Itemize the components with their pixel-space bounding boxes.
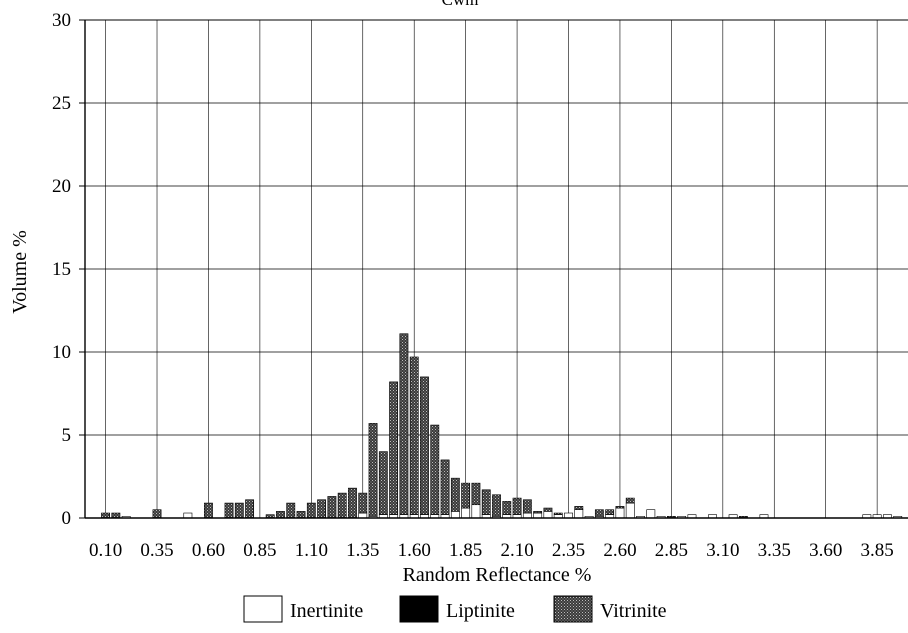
- bar-vitrinite: [348, 487, 357, 519]
- x-tick-label: 1.35: [346, 540, 379, 561]
- bar-vitrinite: [111, 512, 121, 519]
- chart-title: Cwm: [442, 0, 479, 9]
- bar-inertinite: [450, 511, 460, 519]
- legend-label-inertinite: Inertinite: [290, 600, 363, 622]
- y-tick-label: 30: [52, 10, 71, 31]
- bar-vitrinite: [152, 509, 162, 519]
- bar-vitrinite: [553, 512, 563, 515]
- bar-vitrinite: [481, 489, 491, 515]
- bar-vitrinite: [234, 502, 244, 519]
- bar-vitrinite: [502, 501, 512, 515]
- x-tick-label: 3.85: [861, 540, 894, 561]
- bar-vitrinite: [522, 499, 532, 514]
- bar-vitrinite: [615, 506, 625, 509]
- y-tick-label: 5: [62, 425, 72, 446]
- bar-vitrinite: [461, 482, 471, 509]
- x-tick-label: 3.10: [706, 540, 739, 561]
- bar-inertinite: [625, 502, 635, 519]
- bar-inertinite: [358, 512, 368, 519]
- legend-swatch-liptinite: [399, 595, 439, 623]
- bar-vitrinite: [512, 497, 522, 515]
- legend-label-vitrinite: Vitrinite: [600, 600, 667, 622]
- x-tick-label: 2.35: [552, 540, 585, 561]
- bar-vitrinite: [286, 502, 296, 519]
- legend-swatch-inertinite: [243, 595, 283, 623]
- bar-vitrinite: [440, 459, 450, 515]
- x-tick-label: 1.10: [295, 540, 328, 561]
- bar-vitrinite: [399, 333, 409, 515]
- bar-vitrinite: [296, 511, 306, 519]
- x-tick-labels: 0.10 0.35 0.60 0.85 1.10 1.35 1.60 1.85 2.10 2.35…: [89, 540, 894, 561]
- x-axis-label: Random Reflectance %: [403, 564, 592, 586]
- bar-vitrinite: [430, 424, 440, 515]
- bar-vitrinite: [543, 507, 553, 512]
- y-tick-labels: 0 5 10 15 20 25 30: [52, 10, 71, 529]
- bar-vitrinite: [625, 497, 635, 504]
- bar-vitrinite: [420, 376, 429, 515]
- bar-vitrinite: [306, 502, 316, 519]
- bar-inertinite: [461, 507, 471, 519]
- bars-group: [101, 333, 903, 519]
- y-tick-label: 20: [52, 176, 71, 197]
- bar-vitrinite: [409, 356, 419, 515]
- y-tick-label: 10: [52, 342, 71, 363]
- y-tick-label: 0: [62, 508, 72, 529]
- bar-vitrinite: [276, 511, 285, 519]
- bar-vitrinite: [337, 492, 347, 519]
- bar-vitrinite: [358, 492, 368, 514]
- bar-inertinite: [564, 512, 573, 519]
- x-tick-label: 0.35: [140, 540, 173, 561]
- x-tick-label: 0.85: [243, 540, 276, 561]
- x-tick-label: 0.10: [89, 540, 122, 561]
- x-tick-label: 3.60: [809, 540, 842, 561]
- bar-vitrinite: [533, 511, 543, 514]
- bar-vitrinite: [594, 509, 604, 517]
- y-tick-label: 25: [52, 93, 71, 114]
- y-axis-label: Volume %: [9, 230, 31, 314]
- bar-vitrinite: [605, 509, 615, 515]
- bar-vitrinite: [378, 451, 388, 515]
- x-tick-label: 0.60: [192, 540, 225, 561]
- bar-inertinite: [543, 511, 553, 519]
- bar-vitrinite: [101, 512, 110, 519]
- x-tick-label: 2.10: [500, 540, 533, 561]
- bar-vitrinite: [317, 499, 327, 519]
- x-tick-label: 2.60: [603, 540, 636, 561]
- bar-inertinite: [183, 512, 193, 519]
- bar-inertinite: [615, 507, 625, 519]
- x-tick-label: 3.35: [758, 540, 791, 561]
- bar-inertinite: [574, 509, 584, 519]
- bar-inertinite: [533, 512, 543, 519]
- bar-vitrinite: [471, 482, 481, 506]
- x-tick-label: 1.60: [398, 540, 431, 561]
- y-tick-label: 15: [52, 259, 71, 280]
- x-tick-label: 1.85: [449, 540, 482, 561]
- bar-vitrinite: [492, 494, 501, 517]
- x-tick-label: 2.85: [655, 540, 688, 561]
- bar-inertinite: [646, 509, 656, 519]
- bar-vitrinite: [574, 506, 584, 511]
- grid-lines: [85, 19, 908, 519]
- bar-vitrinite: [450, 477, 460, 512]
- legend-swatch-vitrinite: [553, 595, 593, 623]
- bar-inertinite: [522, 512, 532, 519]
- bar-vitrinite: [327, 496, 337, 519]
- bar-inertinite: [471, 504, 481, 519]
- bar-vitrinite: [368, 423, 378, 517]
- bar-vitrinite: [389, 381, 399, 515]
- bar-vitrinite: [224, 502, 234, 519]
- legend: Inertinite Liptinite Vitrinite: [243, 595, 667, 623]
- legend-label-liptinite: Liptinite: [446, 600, 515, 622]
- bar-vitrinite: [204, 502, 213, 519]
- bar-vitrinite: [245, 499, 255, 519]
- axes-group: [79, 19, 908, 519]
